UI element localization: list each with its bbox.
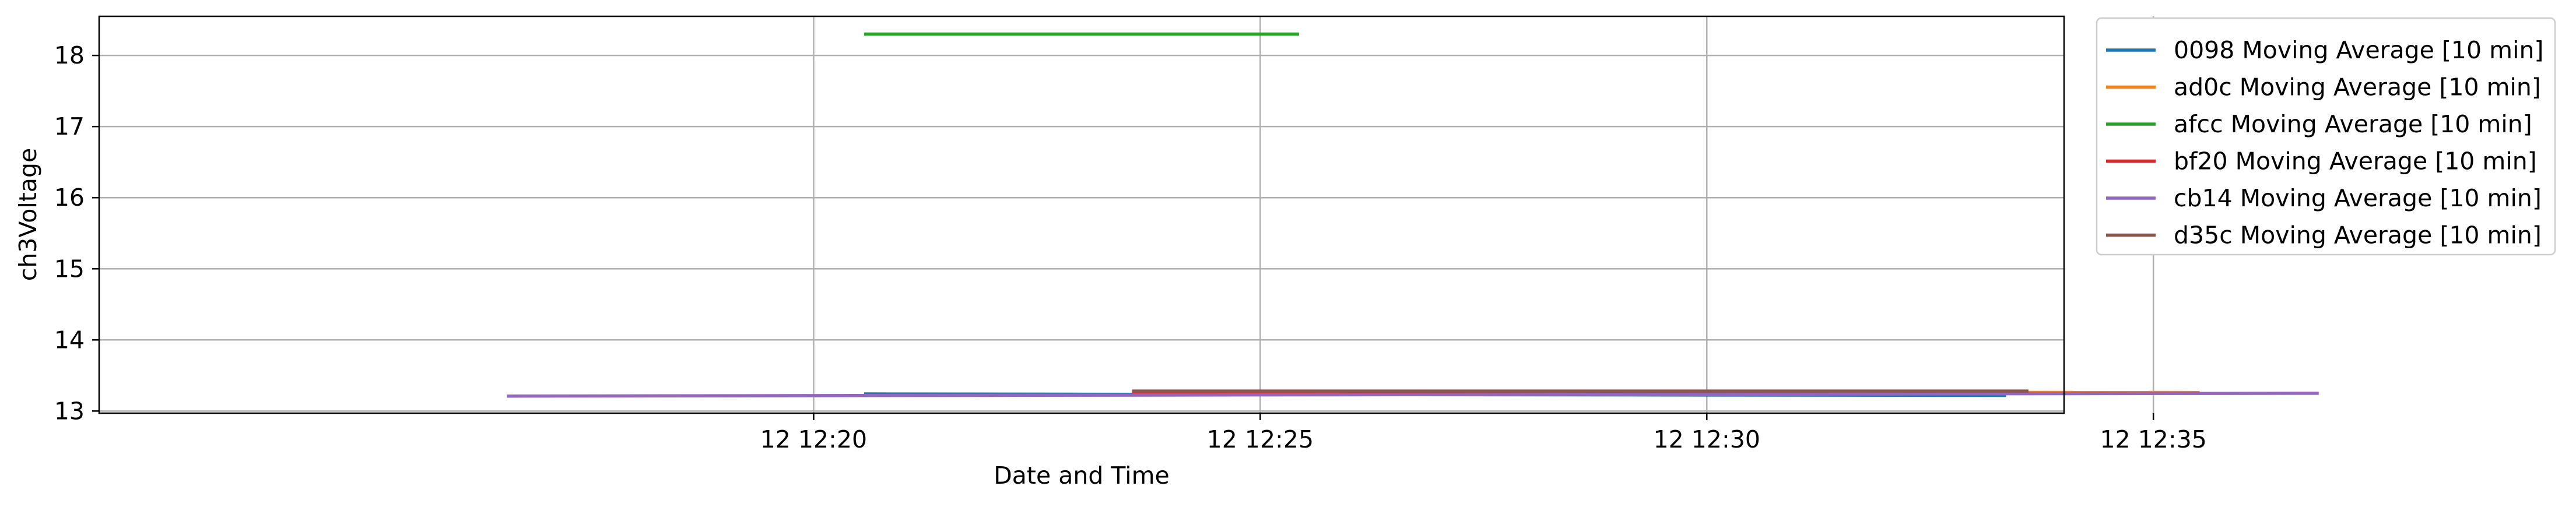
legend-entry-label: 0098 Moving Average [10 min] (2174, 36, 2543, 64)
y-tick-label: 16 (54, 184, 85, 212)
x-tick-label: 12 12:25 (1207, 425, 1314, 453)
y-axis-label: ch3Voltage (14, 148, 42, 281)
y-tick-label: 14 (54, 326, 85, 354)
legend-entry-label: ad0c Moving Average [10 min] (2174, 73, 2541, 101)
series-line-4 (507, 392, 2319, 398)
x-tick-label: 12 12:35 (2100, 425, 2207, 453)
x-axis: 12 12:20 12 12:25 12 12:30 12 12:35 (760, 413, 2207, 453)
legend-entry-label: d35c Moving Average [10 min] (2174, 221, 2542, 249)
legend-entry-label: bf20 Moving Average [10 min] (2174, 147, 2537, 175)
y-tick-label: 17 (54, 112, 85, 140)
x-tick-label: 12 12:30 (1654, 425, 1760, 453)
x-tick-label: 12 12:20 (760, 425, 867, 453)
plot-area-frame (98, 15, 2065, 414)
legend-entry-label: cb14 Moving Average [10 min] (2174, 184, 2542, 212)
legend: 0098 Moving Average [10 min] ad0c Moving … (2096, 17, 2556, 256)
legend-entry-label: afcc Moving Average [10 min] (2174, 110, 2532, 138)
grid (99, 16, 2154, 413)
y-tick-label: 18 (54, 41, 85, 69)
plot-area-background (99, 16, 2064, 413)
y-tick-label: 15 (54, 255, 85, 283)
y-axis: 13 14 15 16 17 18 (54, 41, 99, 425)
legend-frame (2096, 17, 2556, 256)
series-lines (507, 32, 2319, 398)
x-axis-label: Date and Time (994, 462, 1170, 490)
y-tick-label: 13 (54, 397, 85, 425)
